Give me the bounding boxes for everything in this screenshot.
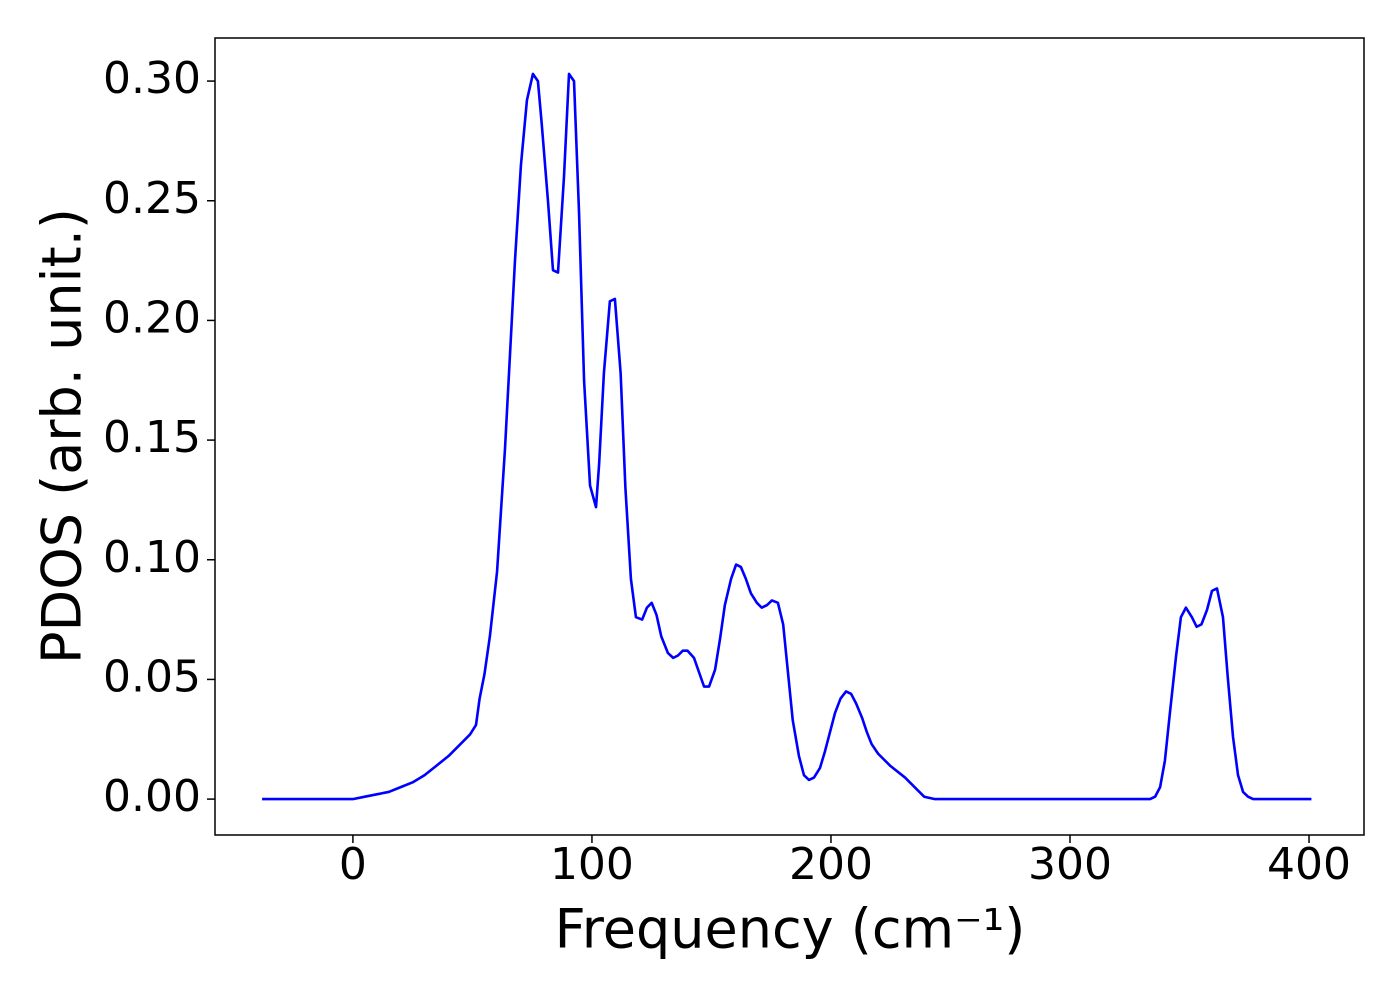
x-tick-label: 200 <box>789 839 873 890</box>
y-tick-label: 0.30 <box>103 53 201 104</box>
x-axis-label: Frequency (cm⁻¹) <box>555 898 1026 961</box>
x-tick-label: 400 <box>1267 839 1351 890</box>
y-axis-label: PDOS (arb. unit.) <box>31 208 94 664</box>
y-tick-label: 0.15 <box>103 412 201 463</box>
y-tick-label: 0.25 <box>103 173 201 224</box>
y-tick-label: 0.05 <box>103 651 201 702</box>
data-line <box>262 72 1312 801</box>
x-tick-label: 0 <box>339 839 367 890</box>
y-tick-label: 0.00 <box>103 771 201 822</box>
x-tick-label: 300 <box>1028 839 1112 890</box>
plot-frame <box>214 37 1365 836</box>
x-tick-label: 100 <box>550 839 634 890</box>
y-tick-label: 0.10 <box>103 532 201 583</box>
y-tick-label: 0.20 <box>103 292 201 343</box>
